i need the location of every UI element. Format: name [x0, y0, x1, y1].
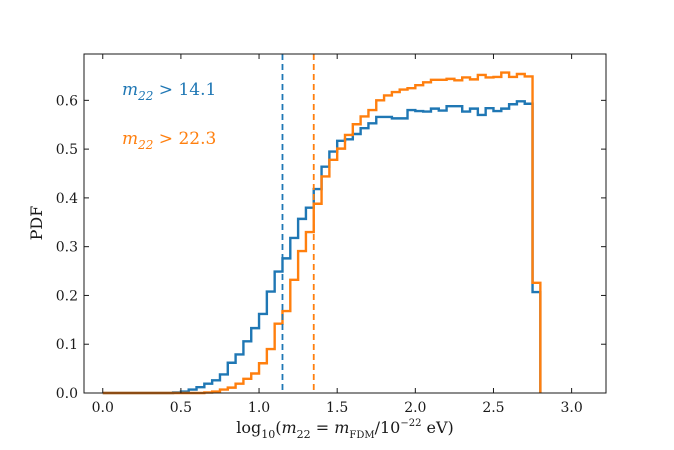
x-tick-label: 0.5: [170, 400, 192, 416]
threshold-lines: [281, 54, 315, 393]
y-tick-label: 0.4: [56, 191, 78, 207]
y-tick-label: 0.6: [56, 93, 78, 109]
y-tick-label: 0.5: [56, 142, 78, 158]
histogram-layer: [102, 71, 542, 395]
ticks-layer: 0.0 0.5 1.0 1.5 2.0 2.5 3.0 0.0 0.1 0.2 0.3 0.4 0.5 0…: [56, 54, 606, 416]
x-tick-label: 2.5: [482, 400, 504, 416]
x-tick-label: 1.5: [326, 400, 348, 416]
x-tick-label: 1.0: [248, 400, 270, 416]
y-tick-label: 0.3: [56, 240, 78, 256]
x-axis-label: log10(m22 = mFDM/10−22 eV): [236, 418, 454, 441]
y-tick-label: 0.0: [56, 386, 78, 402]
x-tick-label: 3.0: [560, 400, 582, 416]
y-tick-label: 0.2: [56, 288, 78, 304]
step-histogram-orange: [102, 71, 542, 395]
series-orange: [102, 71, 542, 395]
legend: m22 > 14.1 m22 > 22.3: [122, 80, 216, 152]
axes-frame: [83, 53, 607, 394]
x-tick-label: 0.0: [92, 400, 114, 416]
legend-entry-orange: m22 > 22.3: [122, 129, 216, 152]
y-tick-label: 0.1: [56, 337, 78, 353]
step-histogram-blue: [102, 100, 542, 395]
y-axis-label: PDF: [27, 206, 46, 241]
legend-entry-blue: m22 > 14.1: [122, 80, 216, 103]
x-tick-label: 2.0: [404, 400, 426, 416]
series-blue: [102, 100, 542, 395]
